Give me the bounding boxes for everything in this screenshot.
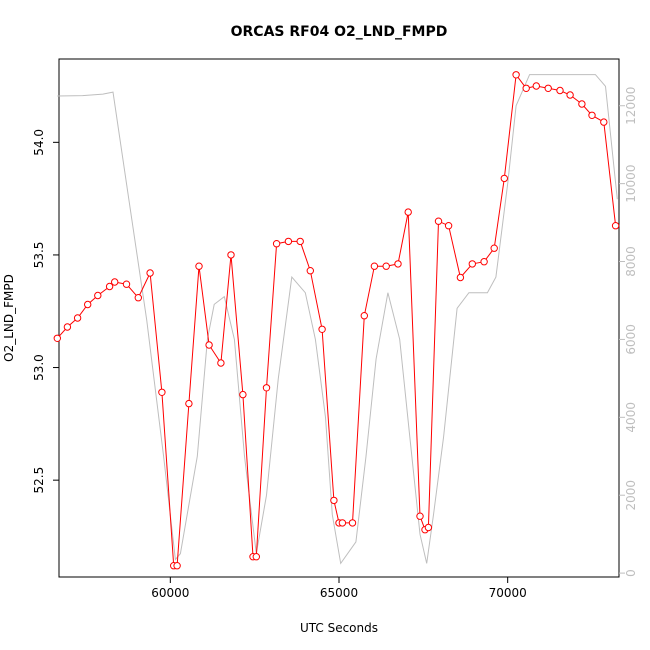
chart-title: ORCAS RF04 O2_LND_FMPD <box>231 24 448 40</box>
o2-point <box>227 251 235 259</box>
y-tick-label: 54.0 <box>32 129 46 156</box>
o2-point <box>500 174 508 183</box>
o2-point <box>105 282 114 291</box>
o2-point <box>532 82 540 90</box>
o2-point <box>94 291 102 300</box>
o2-point <box>394 260 402 268</box>
o2-point <box>63 323 72 331</box>
o2-point <box>173 562 181 570</box>
x-axis: 60000 65000 70000 <box>151 577 527 600</box>
o2-point <box>284 237 293 246</box>
o2-point <box>53 334 61 342</box>
o2-point <box>239 390 247 399</box>
y2-tick-label: 6000 <box>624 324 638 355</box>
o2-point <box>578 100 586 108</box>
o2-point <box>544 84 552 93</box>
o2-point <box>262 384 271 392</box>
o2-line <box>56 73 617 567</box>
y2-tick-label: 0 <box>624 569 638 577</box>
o2-point <box>122 280 131 288</box>
o2-point <box>566 91 574 99</box>
y-axis-left: 52.5 53.0 53.5 54.0 <box>32 129 59 494</box>
o2-point <box>434 217 443 225</box>
o2-point <box>84 300 92 309</box>
x-tick-label: 60000 <box>151 586 189 600</box>
o2-point <box>146 269 154 277</box>
o2-point <box>73 314 82 322</box>
o2-point <box>111 278 119 286</box>
y2-tick-label: 8000 <box>624 246 638 277</box>
o2-point <box>330 496 338 505</box>
o2-point <box>296 237 304 246</box>
o2-point <box>370 262 379 270</box>
y-tick-label: 53.5 <box>32 242 46 269</box>
x-tick-label: 70000 <box>489 586 527 600</box>
o2-point <box>404 208 412 216</box>
o2-point <box>306 267 314 275</box>
o2-point <box>588 111 596 120</box>
o2-point <box>360 312 368 320</box>
o2-point <box>600 118 608 126</box>
o2-point <box>272 240 281 248</box>
o2-point <box>338 519 347 527</box>
altitude-line <box>57 74 618 565</box>
o2-point <box>185 399 193 408</box>
o2-point <box>512 71 520 79</box>
o2-point <box>217 359 225 367</box>
o2-point <box>468 260 476 268</box>
x-axis-label: UTC Seconds <box>300 621 378 635</box>
o2-point <box>318 325 326 333</box>
plot-frame <box>58 58 620 578</box>
y2-tick-label: 2000 <box>624 480 638 511</box>
o2-point <box>134 294 143 302</box>
o2-point <box>416 512 424 520</box>
o2-point <box>348 519 357 527</box>
series-layer <box>53 71 620 570</box>
y-tick-label: 52.5 <box>32 467 46 494</box>
y2-tick-label: 4000 <box>624 402 638 433</box>
o2-point <box>382 262 390 270</box>
o2-point <box>205 341 213 349</box>
o2-point <box>522 84 530 93</box>
o2-point <box>490 244 498 252</box>
x-tick-label: 65000 <box>320 586 358 600</box>
o2-point <box>456 273 465 282</box>
o2-point <box>424 523 433 532</box>
o2-point <box>195 262 203 270</box>
o2-point <box>252 553 260 561</box>
y-tick-label: 53.0 <box>32 354 46 381</box>
y2-tick-label: 12000 <box>624 87 638 125</box>
o2-point <box>556 86 564 95</box>
o2-point <box>158 388 166 396</box>
o2-point <box>444 222 453 230</box>
y-axis-right: 0 2000 4000 6000 8000 10000 12000 <box>619 87 638 577</box>
o2-point <box>480 258 488 266</box>
y-axis-label: O2_LND_FMPD <box>2 274 16 362</box>
y2-tick-label: 10000 <box>624 165 638 203</box>
o2-point <box>611 222 620 230</box>
